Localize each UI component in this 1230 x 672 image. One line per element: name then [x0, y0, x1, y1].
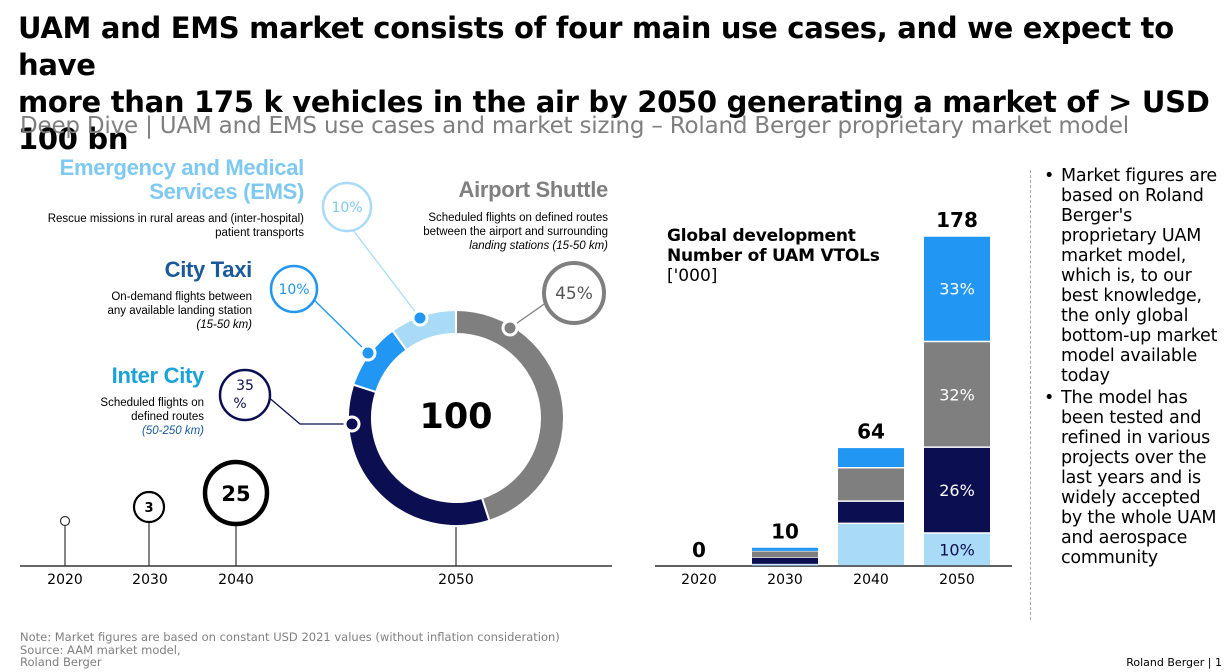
ems-heading-line-1: Emergency and Medical — [59, 155, 305, 180]
airport-desc-line-3: landing stations (15-50 km) — [469, 240, 608, 252]
column-divider — [1030, 170, 1031, 620]
inter-city-heading: Inter City — [111, 363, 205, 388]
timeline-marker-2040 — [202, 459, 270, 527]
bar-segment-2030-city-taxi — [752, 547, 818, 551]
bar-segment-2050-inter-city — [924, 447, 990, 533]
bar-2050-share-label-ems: 10% — [939, 541, 975, 560]
ems-desc-line-2: patient transports — [215, 227, 304, 239]
city-taxi-desc-line-3: (15-50 km) — [196, 319, 252, 331]
city-taxi-leader-dot — [359, 344, 377, 362]
airport-desc-line-2: between the airport and surrounding — [423, 226, 608, 238]
bar-chart-unit: ['000] — [667, 266, 718, 286]
footnote-line-3: Roland Berger — [20, 655, 102, 669]
inter-city-leader-line — [259, 389, 352, 425]
bar-segment-2050-ems — [924, 533, 990, 566]
timeline-year-2020: 2020 — [47, 572, 83, 588]
donut-slice-emergency-and-medical-services-ems — [391, 308, 457, 352]
inter-city-description: Scheduled flights on defined routes (50-… — [30, 396, 204, 438]
bar-2050-share-label-inter-city: 26% — [939, 481, 975, 500]
timeline-year-2050: 2050 — [438, 572, 474, 588]
inter-city-desc-line-3: (50-250 km) — [142, 425, 204, 437]
footnote: Note: Market figures are based on consta… — [20, 631, 560, 669]
city-taxi-share-label: 10% — [278, 282, 309, 298]
note-item-2: The model has been tested and refined in… — [1040, 388, 1225, 568]
timeline-marker-2040-label: 25 — [221, 482, 250, 506]
donut-center-value: 100 — [419, 397, 492, 437]
bar-segment-2050-city-taxi — [924, 236, 990, 341]
page-subtitle: Deep Dive | UAM and EMS use cases and ma… — [20, 113, 1129, 139]
ems-share-label: 10% — [331, 200, 362, 216]
page-footer: Roland Berger | 1 — [1126, 656, 1222, 669]
bar-2050-share-label-city-taxi: 33% — [939, 280, 975, 299]
bar-category-label-2040: 2040 — [853, 572, 889, 588]
bar-segment-2030-inter-city — [752, 557, 818, 564]
donut-chart — [347, 308, 565, 527]
airport-shuttle-heading: Airport Shuttle — [458, 177, 609, 202]
title-line-1: UAM and EMS market consists of four main… — [18, 11, 1174, 82]
ems-share-bubble — [321, 181, 373, 233]
bar-total-label-2020: 0 — [692, 538, 706, 562]
bar-segment-2040-city-taxi — [838, 448, 904, 467]
city-taxi-desc-line-1: On-demand flights between — [111, 291, 252, 303]
timeline-year-2040: 2040 — [218, 572, 254, 588]
bar-total-label-2050: 178 — [936, 208, 978, 232]
bar-segment-2040-ems — [838, 524, 904, 566]
inter-city-desc-line-1: Scheduled flights on — [100, 397, 204, 409]
bar-category-label-2020: 2020 — [681, 572, 717, 588]
airport-leader-dot — [501, 319, 519, 337]
bar-chart-title: Global development Number of UAM VTOLs — [667, 226, 880, 266]
note-item-1: Market figures are based on Roland Berge… — [1040, 166, 1225, 386]
bar-total-label-2040: 64 — [857, 419, 885, 443]
bar-segment-2050-airport-shuttle — [924, 342, 990, 447]
ems-desc-line-1: Rescue missions in rural areas and (inte… — [47, 213, 304, 225]
ems-heading-line-2: Services (EMS) — [149, 179, 304, 204]
inter-city-share-label-2: % — [233, 396, 246, 412]
inter-city-share-label-1: 35 — [236, 378, 254, 394]
bar-segment-2030-airport-shuttle — [752, 551, 818, 558]
bar-segment-2040-inter-city — [838, 501, 904, 523]
timeline-marker-2030 — [132, 490, 166, 524]
timeline-year-2030: 2030 — [132, 572, 168, 588]
footnote-line-1: Note: Market figures are based on consta… — [20, 630, 560, 644]
ems-leader-dot — [411, 309, 429, 327]
donut-timeline-graphic: 3 25 2020 2030 2040 2050 100 10% 10% 35 … — [20, 181, 612, 588]
airport-share-label: 45% — [555, 284, 593, 304]
city-taxi-share-bubble — [269, 264, 319, 314]
ems-description: Rescue missions in rural areas and (inte… — [10, 212, 304, 240]
city-taxi-description: On-demand flights between any available … — [30, 290, 253, 332]
ems-heading: Emergency and Medical Services (EMS) — [40, 155, 305, 204]
airport-share-bubble — [542, 261, 606, 325]
bar-category-label-2030: 2030 — [767, 572, 803, 588]
page-title: UAM and EMS market consists of four main… — [18, 10, 1218, 158]
bar-chart: 0 2020 10 2030 64 2040 178 2050 10% 26% 32% 33% — [655, 208, 1012, 588]
inter-city-share-bubble — [218, 368, 272, 422]
timeline-marker-2030-label: 3 — [144, 501, 153, 516]
notes-panel: Market figures are based on Roland Berge… — [1040, 166, 1225, 570]
inter-city-desc-line-2: defined routes — [131, 411, 204, 423]
bar-chart-title-line-2: Number of UAM VTOLs — [667, 246, 880, 266]
footnote-line-2: Source: AAM market model, — [20, 642, 181, 657]
city-taxi-heading: City Taxi — [164, 257, 253, 282]
inter-city-leader-dot — [343, 415, 361, 433]
bar-segment-2030-ems — [752, 564, 818, 566]
bar-category-label-2050: 2050 — [939, 572, 975, 588]
airport-desc-line-1: Scheduled flights on defined routes — [428, 212, 608, 224]
city-taxi-desc-line-2: any available landing station — [107, 305, 253, 317]
title-line-2: more than 175 k vehicles in the air by 2… — [18, 85, 1210, 156]
bar-segment-2040-airport-shuttle — [838, 468, 904, 501]
bar-total-label-2030: 10 — [771, 519, 799, 543]
airport-shuttle-description: Scheduled flights on defined routes betw… — [388, 211, 608, 253]
bar-2050-share-label-airport-shuttle: 32% — [939, 385, 975, 404]
bar-chart-title-line-1: Global development — [667, 226, 856, 246]
timeline-marker-2020 — [59, 515, 71, 527]
